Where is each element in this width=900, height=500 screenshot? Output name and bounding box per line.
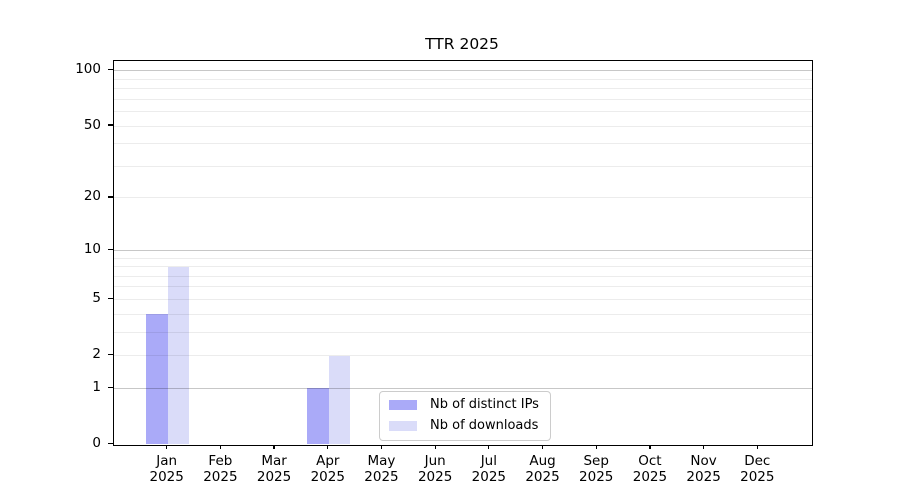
x-tick-year: 2025 (364, 469, 399, 485)
legend-label: Nb of downloads (430, 418, 539, 433)
x-tick-month: Nov (690, 452, 717, 469)
x-tick-year: 2025 (632, 469, 668, 485)
x-tick-mark-mar (273, 444, 275, 450)
x-tick-mark-sep (595, 444, 597, 450)
x-tick-label-nov: Nov 2025 (672, 453, 736, 486)
x-tick-mark-nov (702, 444, 705, 450)
gridline-y-80 (114, 88, 812, 90)
bar-downloads-jan (167, 266, 190, 445)
y-tick-mark-5 (108, 297, 113, 300)
x-tick-label-apr: Apr 2025 (296, 453, 360, 486)
x-tick-mark-apr (327, 444, 329, 450)
gridline-y-6 (114, 286, 812, 288)
gridline-y-4 (114, 313, 812, 315)
y-tick-label-50: 50 (83, 116, 101, 133)
gridline-y-7 (114, 275, 812, 277)
y-tick-mark-10 (108, 248, 113, 250)
plot-area: Nb of distinct IPs Nb of downloads (113, 60, 813, 446)
x-tick-mark-jul (488, 444, 490, 450)
x-tick-label-aug: Aug 2025 (511, 453, 575, 486)
y-tick-mark-100 (108, 69, 113, 71)
x-tick-label-sep: Sep 2025 (564, 453, 628, 486)
y-tick-label-10: 10 (83, 240, 101, 257)
x-tick-label-jan: Jan 2025 (135, 453, 199, 486)
legend-swatch-distinct-ips (389, 400, 417, 410)
x-tick-year: 2025 (686, 469, 721, 485)
y-tick-mark-20 (108, 196, 113, 198)
y-tick-label-0: 0 (92, 435, 101, 451)
x-tick-year: 2025 (417, 469, 453, 485)
x-tick-month: Mar (261, 452, 287, 469)
x-tick-label-mar: Mar 2025 (242, 453, 306, 486)
y-tick-label-100: 100 (75, 61, 101, 78)
x-tick-label-oct: Oct 2025 (618, 453, 682, 486)
x-tick-mark-feb (219, 444, 222, 450)
x-tick-year: 2025 (525, 469, 560, 485)
gridline-y-10 (114, 249, 812, 251)
x-tick-month: Sep (583, 452, 609, 469)
bar-downloads-apr (328, 355, 351, 445)
x-tick-month: May (367, 452, 396, 469)
gridline-y-70 (114, 98, 812, 100)
x-tick-label-dec: Dec 2025 (725, 453, 789, 486)
x-tick-label-feb: Feb 2025 (188, 453, 252, 486)
x-tick-year: 2025 (203, 469, 238, 485)
chart-title: TTR 2025 (425, 35, 499, 53)
gridline-y-60 (114, 111, 812, 113)
x-tick-label-jul: Jul 2025 (457, 453, 521, 486)
x-tick-mark-jun (434, 444, 436, 450)
x-tick-year: 2025 (256, 469, 292, 485)
x-tick-label-may: May 2025 (349, 453, 413, 486)
gridline-y-1 (114, 387, 812, 389)
x-tick-month: Aug (529, 452, 556, 469)
gridline-y-50 (114, 125, 812, 127)
x-tick-month: Jul (480, 452, 497, 469)
y-tick-label-2: 2 (92, 346, 101, 363)
y-tick-mark-2 (108, 353, 113, 356)
gridline-y-40 (114, 143, 812, 145)
y-tick-mark-0 (108, 442, 113, 445)
legend-label: Nb of distinct IPs (430, 397, 539, 412)
gridline-y-9 (114, 257, 812, 259)
y-tick-label-1: 1 (92, 378, 101, 395)
x-tick-month: Jun (424, 452, 446, 469)
x-tick-month: Dec (744, 452, 771, 469)
gridline-y-8 (114, 266, 812, 268)
x-tick-year: 2025 (740, 469, 775, 485)
legend: Nb of distinct IPs Nb of downloads (379, 391, 551, 441)
x-tick-month: Oct (638, 452, 662, 469)
x-tick-month: Jan (156, 452, 178, 469)
y-tick-mark-50 (108, 124, 113, 126)
x-tick-year: 2025 (471, 469, 507, 485)
y-tick-mark-1 (108, 386, 113, 389)
gridline-y-3 (114, 331, 812, 333)
x-tick-mark-may (380, 444, 383, 450)
x-tick-month: Feb (208, 452, 233, 469)
gridline-y-20 (114, 197, 812, 199)
bar-distinct-ips-jan (146, 314, 168, 445)
x-tick-mark-aug (541, 444, 544, 450)
gridline-y-30 (114, 165, 812, 167)
x-tick-year: 2025 (579, 469, 614, 485)
gridline-y-2 (114, 355, 812, 357)
y-tick-label-20: 20 (83, 188, 101, 205)
x-tick-mark-jan (166, 444, 168, 450)
x-tick-mark-oct (649, 444, 651, 450)
x-tick-year: 2025 (310, 469, 345, 485)
y-tick-label-5: 5 (92, 289, 101, 306)
gridline-y-100 (114, 70, 812, 72)
gridline-y-5 (114, 298, 812, 300)
x-tick-mark-dec (756, 444, 758, 450)
x-tick-year: 2025 (149, 469, 184, 485)
legend-entry-downloads: Nb of downloads (389, 419, 539, 433)
gridline-y-90 (114, 78, 812, 80)
legend-entry-distinct-ips: Nb of distinct IPs (389, 398, 539, 412)
bar-distinct-ips-apr (307, 388, 329, 445)
x-tick-month: Apr (316, 452, 340, 469)
legend-swatch-downloads (389, 421, 417, 431)
x-tick-label-jun: Jun 2025 (403, 453, 467, 486)
